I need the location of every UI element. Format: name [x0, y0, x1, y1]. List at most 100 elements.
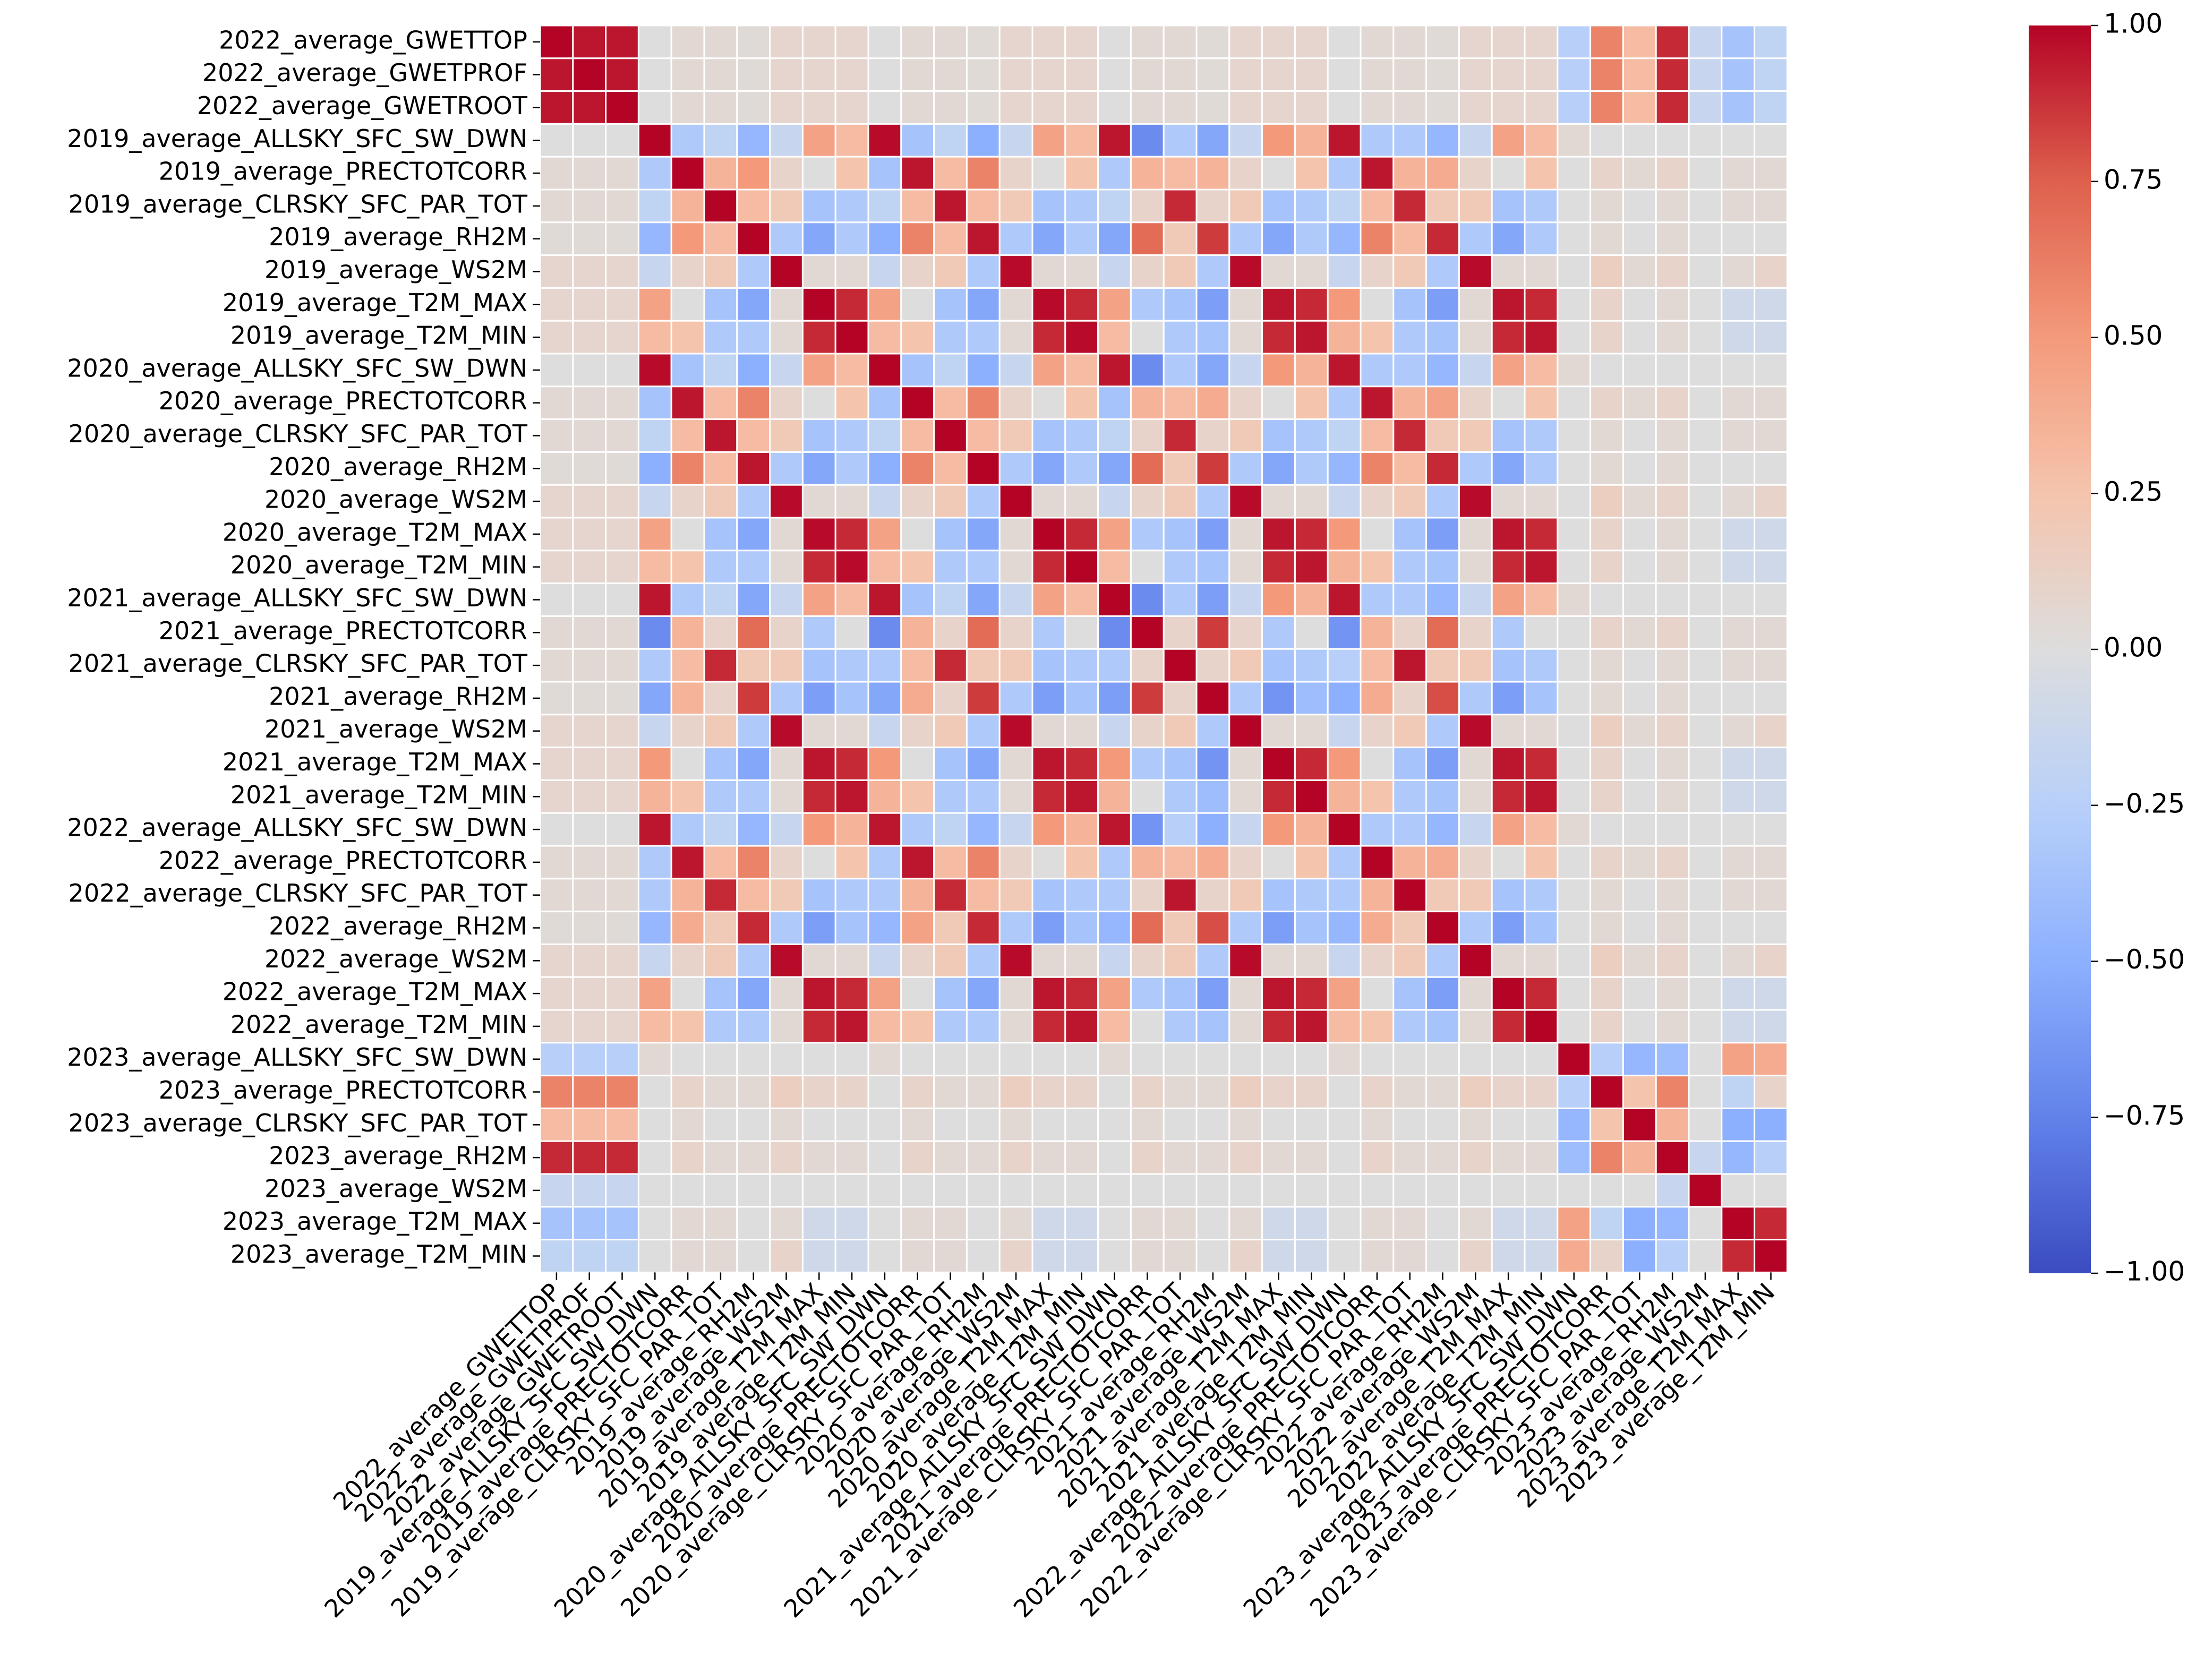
heatmap-cell	[670, 714, 705, 749]
heatmap-cell	[1590, 484, 1624, 519]
heatmap-cell	[1557, 1042, 1592, 1077]
heatmap-cell	[1327, 911, 1362, 945]
heatmap-cell	[1130, 1239, 1165, 1273]
heatmap-cell	[998, 123, 1033, 158]
heatmap-cell	[900, 57, 935, 92]
heatmap-cell	[1491, 1239, 1526, 1273]
heatmap-cell	[998, 385, 1033, 421]
heatmap-cell	[539, 812, 574, 847]
heatmap-cell	[965, 320, 1001, 355]
heatmap-cell	[933, 418, 968, 453]
heatmap-cell	[1294, 1075, 1329, 1109]
heatmap-cell	[1031, 779, 1066, 814]
heatmap-cell	[933, 123, 968, 158]
heatmap-cell	[605, 24, 639, 59]
heatmap-cell	[1557, 517, 1592, 552]
heatmap-cell	[1031, 484, 1066, 519]
heatmap-cell	[1458, 90, 1493, 125]
heatmap-cell	[1327, 24, 1362, 59]
row-label: 2022_average_PRECTOTCORR	[159, 846, 527, 875]
heatmap-cell	[1130, 385, 1165, 421]
heatmap-cell	[1425, 714, 1460, 749]
heatmap-cell	[1228, 582, 1263, 617]
heatmap-cell	[933, 320, 968, 355]
heatmap-cell	[1392, 615, 1428, 650]
heatmap-cell	[1392, 714, 1428, 749]
heatmap-cell	[572, 812, 607, 847]
heatmap-cell	[1392, 812, 1428, 847]
heatmap-cell	[933, 1107, 968, 1142]
heatmap-cell	[1261, 451, 1296, 486]
heatmap-cell	[637, 681, 672, 716]
heatmap-cell	[1360, 123, 1395, 158]
heatmap-cell	[1425, 353, 1460, 388]
heatmap-cell	[539, 24, 574, 59]
heatmap-cell	[1688, 418, 1723, 453]
heatmap-cell	[1163, 156, 1198, 191]
heatmap-cell	[998, 57, 1033, 92]
heatmap-cell	[998, 845, 1033, 880]
heatmap-cell	[637, 1042, 672, 1077]
heatmap-cell	[736, 287, 771, 322]
heatmap-cell	[1721, 484, 1756, 519]
heatmap-cell	[1064, 1206, 1099, 1241]
heatmap-cell	[1360, 287, 1395, 322]
heatmap-cell	[1294, 582, 1329, 617]
heatmap-cell	[1721, 681, 1756, 716]
heatmap-cell	[1458, 1140, 1493, 1175]
heatmap-cell	[998, 681, 1033, 716]
heatmap-cell	[1064, 878, 1099, 913]
heatmap-cell	[1294, 57, 1329, 92]
heatmap-cell	[1097, 254, 1132, 289]
heatmap-cell	[1721, 353, 1756, 388]
heatmap-cell	[1557, 1075, 1592, 1109]
heatmap-cell	[736, 451, 771, 486]
heatmap-cell	[998, 353, 1033, 388]
heatmap-cell	[1130, 517, 1165, 552]
heatmap-cell	[801, 320, 836, 355]
heatmap-cell	[1655, 1140, 1690, 1175]
heatmap-cell	[998, 1075, 1033, 1109]
heatmap-cell	[572, 90, 607, 125]
heatmap-cell	[572, 976, 607, 1011]
heatmap-cell	[1360, 1009, 1395, 1044]
heatmap-cell	[801, 1140, 836, 1175]
heatmap-cell	[1491, 156, 1526, 191]
heatmap-cell	[1064, 845, 1099, 880]
heatmap-cell	[1688, 24, 1723, 59]
heatmap-cell	[1031, 123, 1066, 158]
heatmap-cell	[1392, 1107, 1428, 1142]
heatmap-cell	[736, 845, 771, 880]
row-label: 2023_average_ALLSKY_SFC_SW_DWN	[67, 1043, 527, 1072]
heatmap-cell	[1097, 1107, 1132, 1142]
heatmap-cell	[1524, 451, 1559, 486]
heatmap-cell	[1097, 582, 1132, 617]
heatmap-cell	[1688, 1042, 1723, 1077]
heatmap-cell	[572, 221, 607, 256]
heatmap-cell	[834, 517, 869, 552]
heatmap-cell	[1425, 681, 1460, 716]
heatmap-cell	[1557, 681, 1592, 716]
heatmap-cell	[834, 484, 869, 519]
heatmap-cell	[572, 911, 607, 945]
heatmap-cell	[736, 320, 771, 355]
heatmap-cell	[867, 943, 902, 978]
heatmap-cell	[801, 156, 836, 191]
heatmap-cell	[1688, 943, 1723, 978]
heatmap-cell	[1163, 779, 1198, 814]
heatmap-cell	[900, 1206, 935, 1241]
heatmap-cell	[801, 976, 836, 1011]
heatmap-cell	[605, 188, 639, 224]
heatmap-cell	[1097, 1140, 1132, 1175]
heatmap-cell	[1622, 418, 1657, 453]
row-label: 2023_average_T2M_MIN	[230, 1240, 527, 1268]
heatmap-cell	[1655, 812, 1690, 847]
heatmap-cell	[1228, 845, 1263, 880]
heatmap-cell	[1655, 1173, 1690, 1208]
heatmap-cell	[1655, 1009, 1690, 1044]
heatmap-cell	[637, 1206, 672, 1241]
heatmap-cell	[900, 681, 935, 716]
heatmap-cell	[1064, 1075, 1099, 1109]
heatmap-cell	[1425, 57, 1460, 92]
heatmap-cell	[605, 976, 639, 1011]
